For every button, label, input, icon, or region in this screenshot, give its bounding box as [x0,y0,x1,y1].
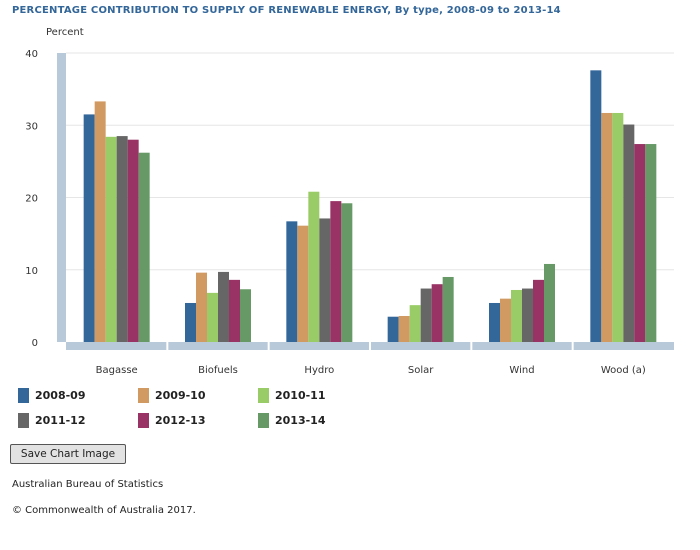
y-axis-label: Percent [46,27,84,38]
legend-swatch [18,388,29,403]
legend-swatch [138,413,149,428]
x-tick-label: Hydro [304,365,334,376]
legend-item[interactable]: 2011-12 [18,413,138,428]
legend-item[interactable]: 2010-11 [258,388,378,403]
bar-2013-14-hydro[interactable] [341,203,353,342]
legend-item[interactable]: 2009-10 [138,388,258,403]
legend-label: 2011-12 [35,414,86,427]
y-tick-label: 30 [25,121,38,132]
legend-swatch [18,413,29,428]
y-tick-labels: 0 10 20 30 40 [25,49,38,349]
bar-2011-12-wind[interactable] [522,288,533,342]
bar-2012-13-bagasse[interactable] [127,139,139,342]
bar-2009-10-wind[interactable] [500,298,511,342]
bar-2008-09-hydro[interactable] [286,221,298,342]
legend-label: 2010-11 [275,389,326,402]
bar-2011-12-wood-a-[interactable] [623,124,635,342]
copyright-text: © Commonwealth of Australia 2017. [12,505,196,516]
bar-2008-09-solar[interactable] [387,316,399,342]
bar-2011-12-hydro[interactable] [319,218,331,342]
legend-swatch [258,413,269,428]
bar-2008-09-wood-a-[interactable] [590,70,602,342]
bar-2012-13-wind[interactable] [533,279,544,342]
x-tick-label: Solar [408,365,434,376]
legend-label: 2008-09 [35,389,86,402]
x-tick-label: Wind [509,365,534,376]
bar-2009-10-biofuels[interactable] [196,272,207,342]
legend-label: 2012-13 [155,414,206,427]
x-tick-labels: Bagasse Biofuels Hydro Solar Wind Wood (a) [96,365,646,376]
legend-swatch [258,388,269,403]
y-tick-label: 40 [25,49,38,60]
bar-2011-12-biofuels[interactable] [218,271,229,342]
bar-2010-11-biofuels[interactable] [207,292,218,342]
bar-2008-09-biofuels[interactable] [185,302,196,342]
y-tick-label: 20 [25,194,38,205]
bar-2013-14-biofuels[interactable] [240,289,251,342]
bar-2012-13-biofuels[interactable] [229,279,240,342]
bar-2010-11-wood-a-[interactable] [612,112,624,342]
bar-2012-13-solar[interactable] [431,284,443,342]
bar-2013-14-bagasse[interactable] [138,152,150,342]
x-tick-label: Bagasse [96,365,138,376]
bars [83,70,657,342]
bar-2009-10-hydro[interactable] [297,225,309,342]
bar-2009-10-wood-a-[interactable] [601,112,613,342]
bar-2013-14-wood-a-[interactable] [645,144,657,342]
legend-item[interactable]: 2012-13 [138,413,258,428]
y-tick-label: 10 [25,266,38,277]
bar-2010-11-bagasse[interactable] [105,136,117,342]
category-separators [166,342,574,350]
bar-2013-14-solar[interactable] [442,276,454,342]
x-tick-label: Wood (a) [601,365,646,376]
legend-label: 2009-10 [155,389,206,402]
save-chart-image-button[interactable]: Save Chart Image [10,444,126,464]
chart-title: PERCENTAGE CONTRIBUTION TO SUPPLY OF REN… [12,5,561,16]
bar-2012-13-wood-a-[interactable] [634,144,646,342]
bar-2010-11-hydro[interactable] [308,191,320,342]
bar-2010-11-solar[interactable] [409,305,421,342]
source-text: Australian Bureau of Statistics [12,479,164,490]
legend-swatch [138,388,149,403]
legend: 2008-09 2009-10 2010-11 2011-12 2012-13 2013-… [18,388,438,428]
bar-2012-13-hydro[interactable] [330,201,342,342]
bar-2009-10-solar[interactable] [398,315,410,342]
legend-item[interactable]: 2008-09 [18,388,138,403]
bar-2008-09-bagasse[interactable] [83,114,95,342]
legend-label: 2013-14 [275,414,326,427]
x-tick-label: Biofuels [198,365,238,376]
y-axis-band [57,53,66,342]
grid-lines [66,52,674,271]
bar-2011-12-bagasse[interactable] [116,136,128,342]
bar-2011-12-solar[interactable] [420,288,432,342]
bar-2013-14-wind[interactable] [544,263,555,342]
y-tick-label: 0 [32,338,38,349]
bar-2009-10-bagasse[interactable] [94,101,106,342]
legend-item[interactable]: 2013-14 [258,413,378,428]
bar-2008-09-wind[interactable] [489,302,500,342]
bar-chart: 0 10 20 30 40 Percent Bagasse Biofuels Hydro So… [25,27,674,376]
bar-2010-11-wind[interactable] [511,289,522,342]
